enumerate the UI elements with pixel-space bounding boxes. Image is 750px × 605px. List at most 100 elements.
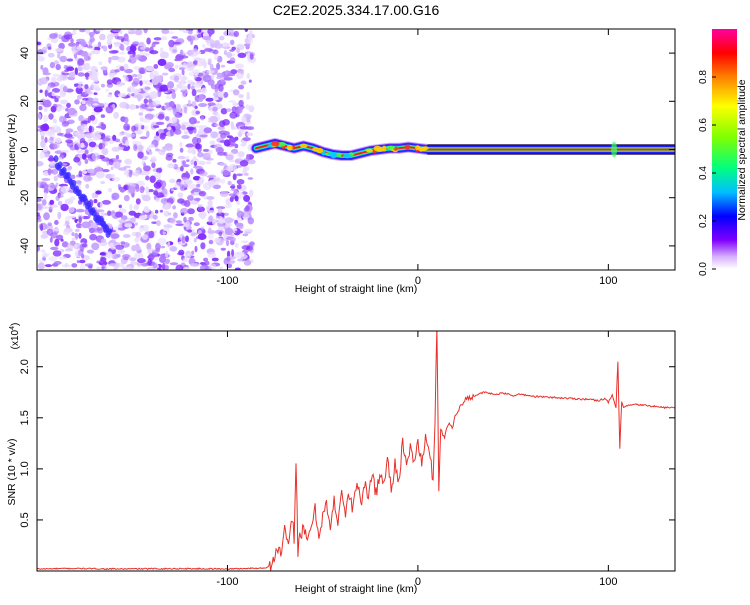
heatmap-cell	[248, 30, 253, 35]
heatmap-cell	[96, 103, 105, 107]
heatmap-cell	[38, 259, 47, 263]
heatmap-cell	[193, 197, 201, 201]
heatmap-cell	[217, 207, 223, 214]
heatmap-cell	[212, 49, 219, 55]
heatmap-cell	[85, 76, 89, 80]
heatmap-cell	[219, 266, 224, 270]
heatmap-cell	[160, 36, 168, 41]
heatmap-cell	[218, 162, 227, 166]
heatmap-cell	[68, 215, 76, 219]
heatmap-cell	[242, 167, 247, 175]
heatmap-cell	[118, 131, 124, 137]
heatmap-cell	[220, 247, 226, 251]
heatmap-cell	[247, 126, 255, 130]
heatmap-cell	[66, 243, 74, 250]
heatmap-cell	[85, 100, 92, 105]
heatmap-cell	[207, 199, 213, 207]
snr-y-ticks: 0.5 1.0 1.5 2.0	[19, 359, 675, 528]
heatmap-cell	[88, 125, 95, 133]
heatmap-cell	[53, 261, 62, 265]
heatmap-cell	[74, 243, 78, 249]
heatmap-cell	[144, 86, 151, 90]
heatmap-cell	[193, 238, 197, 243]
heatmap-cell	[199, 262, 206, 265]
heatmap-cell	[44, 153, 50, 158]
heatmap-cell	[143, 125, 149, 131]
heatmap-cell	[213, 237, 221, 243]
heatmap-cell	[128, 186, 136, 194]
heatmap-cell	[376, 147, 385, 152]
heatmap-cell	[225, 154, 234, 161]
heatmap-cell	[193, 83, 203, 88]
heatmap-cell	[165, 95, 173, 100]
heatmap-cell	[40, 123, 50, 132]
heatmap-cell	[191, 232, 199, 236]
heatmap-cell	[187, 208, 195, 215]
heatmap-cell	[40, 233, 48, 239]
heatmap-cell	[39, 77, 48, 85]
heatmap-cell	[152, 214, 158, 220]
heatmap-cell	[157, 90, 162, 98]
heatmap-cell	[183, 216, 187, 223]
heatmap-cell	[52, 73, 60, 77]
heatmap-cell	[182, 160, 187, 165]
snr-x-ticks: -100 0 100	[216, 331, 618, 588]
heatmap-cell	[123, 116, 129, 124]
heatmap-cell	[211, 257, 219, 262]
heatmap-cell	[137, 73, 143, 80]
heatmap-cell	[101, 83, 105, 88]
heatmap-cell	[111, 176, 121, 182]
heatmap-cell	[70, 174, 76, 180]
heatmap-cell	[153, 64, 159, 69]
heatmap-cell	[216, 62, 221, 70]
heatmap-cell	[206, 77, 212, 81]
heatmap-cell	[205, 97, 214, 102]
heatmap-cell	[47, 168, 52, 176]
heatmap-cell	[54, 97, 59, 103]
heatmap-cell	[158, 149, 166, 156]
heatmap-x-ticks: -100 0 100	[216, 29, 618, 287]
heatmap-cell	[175, 264, 184, 270]
heatmap-cell	[238, 122, 244, 128]
heatmap-cell	[57, 105, 67, 111]
heatmap-cell	[107, 210, 112, 216]
heatmap-cell	[89, 114, 96, 121]
heatmap-cell	[214, 43, 224, 49]
heatmap-cell	[207, 102, 216, 106]
heatmap-cell	[131, 81, 139, 87]
heatmap-cell	[229, 141, 236, 146]
heatmap-cell	[127, 59, 132, 63]
heatmap-cell	[178, 80, 187, 85]
heatmap-cell	[224, 227, 234, 236]
heatmap-cell	[415, 145, 421, 151]
heatmap-cell	[139, 80, 143, 86]
heatmap-cell	[217, 221, 226, 227]
heatmap-cell	[65, 128, 74, 133]
heatmap-cell	[133, 204, 140, 210]
heatmap-cell	[89, 35, 95, 43]
heatmap-cell	[91, 192, 97, 199]
heatmap-cell	[52, 250, 62, 257]
colorbar: 0.0 0.2 0.4 0.6 0.8 Normalized spectral ampl…	[698, 29, 748, 276]
heatmap-x-axis-label: Height of straight line (km)	[295, 283, 418, 295]
heatmap-noise-cloud	[37, 29, 257, 270]
heatmap-cell	[106, 79, 113, 85]
heatmap-cell	[190, 168, 194, 175]
heatmap-cell	[162, 146, 168, 150]
heatmap-cell	[172, 116, 178, 124]
heatmap-cell	[207, 232, 214, 240]
heatmap-panel: -100 0 100 -40 -20 0 20 40 Height of straight …	[6, 28, 676, 295]
heatmap-cell	[212, 184, 221, 190]
heatmap-cell	[179, 85, 187, 91]
heatmap-cell	[75, 223, 83, 229]
heatmap-cell	[99, 202, 104, 208]
heatmap-cell	[236, 210, 245, 218]
heatmap-cell	[156, 220, 161, 227]
heatmap-cell	[56, 234, 64, 241]
heatmap-cell	[134, 29, 143, 36]
heatmap-cell	[106, 228, 112, 236]
heatmap-cell	[71, 50, 78, 55]
heatmap-cell	[81, 124, 88, 131]
heatmap-cell	[197, 204, 203, 208]
heatmap-cell	[115, 244, 125, 250]
